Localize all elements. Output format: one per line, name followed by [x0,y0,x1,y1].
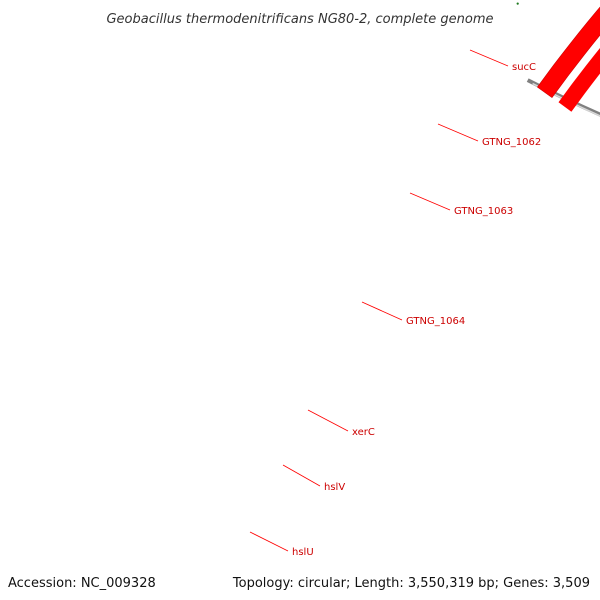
gene-label-hslV: hslV [324,482,345,493]
gene-label-GTNG_1062: GTNG_1062 [482,137,541,148]
map-title: Geobacillus thermodenitrificans NG80-2, … [106,12,493,27]
gene-label-leader [249,531,289,552]
gene-label-leader [437,123,479,142]
gene-label-leader [361,301,403,321]
gene-label-leader [307,409,349,432]
forward-cds-block-0 [536,6,600,99]
tick-layer: 1129 kbp1130 kbp1131 kbp1132 kbp1133 kbp… [516,2,519,5]
accession-text: Accession: NC_009328 [8,576,156,591]
cds-block-sucC [558,47,600,112]
gene-label-leader [282,464,321,487]
gene-label-xerC: xerC [352,427,375,438]
genome-summary-text: Topology: circular; Length: 3,550,319 bp… [232,576,590,591]
gene-label-GTNG_1063: GTNG_1063 [454,206,513,217]
outer-dot-ring [516,2,519,5]
gene-label-GTNG_1064: GTNG_1064 [406,316,465,327]
gene-label-leader [409,192,451,211]
gene-label-sucC: sucC [512,62,536,73]
gene-label-leader [469,49,509,67]
gene-label-hslU: hslU [292,547,314,558]
outer-dot [516,2,519,5]
track-layer [526,6,600,117]
label-layer: sucC GTNG_1062 GTNG_1063 GTNG_1064 xerC hslV h… [249,49,541,558]
